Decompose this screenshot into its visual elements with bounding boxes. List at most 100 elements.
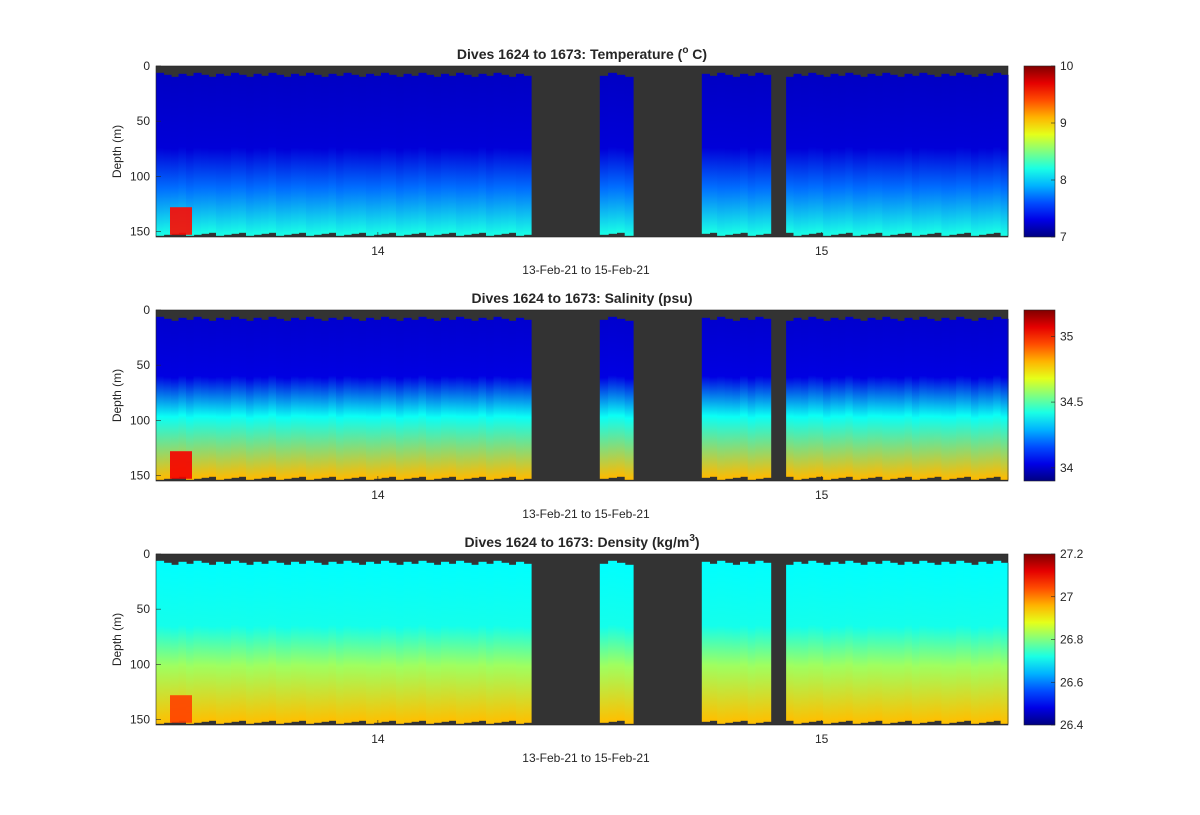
profile-cell	[418, 560, 427, 721]
profile-cell	[253, 317, 262, 479]
profile-cell	[501, 562, 510, 722]
profile-cell	[852, 318, 861, 480]
profile-cell	[845, 72, 854, 233]
profile-cell	[433, 76, 442, 235]
profile-cell	[732, 76, 741, 234]
profile-cell	[882, 316, 891, 480]
colorbar-tick-label: 9	[1060, 116, 1067, 130]
profile-cell	[919, 560, 928, 723]
profile-cell	[624, 76, 634, 236]
profile-cell	[373, 563, 382, 723]
profile-cell	[328, 317, 337, 477]
profile-cell	[396, 76, 405, 236]
profile-cell	[448, 319, 457, 477]
profile-cell	[874, 563, 883, 721]
profile-cell	[911, 319, 920, 480]
profile-cell	[246, 320, 255, 480]
profile-cell	[732, 320, 741, 478]
profile-cell	[253, 561, 262, 723]
profile-cell	[321, 76, 330, 234]
profile-cell	[709, 563, 718, 721]
profile-cell	[463, 562, 472, 723]
profile-cell	[238, 562, 247, 721]
colorbar-tick-label: 34.5	[1060, 395, 1084, 409]
colorbar-tick-label: 35	[1060, 329, 1074, 343]
profile-cell	[411, 563, 420, 722]
y-tick-label: 150	[130, 712, 150, 726]
profile-cell	[193, 560, 202, 723]
profile-cell	[874, 75, 883, 233]
profile-cell	[747, 563, 756, 724]
colorbar-tick-label: 26.6	[1060, 675, 1084, 689]
profile-cell	[186, 75, 195, 236]
y-tick-label: 0	[143, 303, 150, 317]
y-tick-label: 0	[143, 59, 150, 73]
profile-cell	[919, 316, 928, 479]
profile-cell	[897, 320, 906, 478]
profile-cell	[381, 72, 390, 234]
profile-cell	[808, 316, 817, 478]
profile-cell	[493, 560, 502, 723]
profile-cell	[717, 72, 726, 236]
profile-cell	[889, 74, 898, 235]
profile-cell	[291, 73, 300, 234]
colorbar: 34 34.5 35	[1023, 309, 1084, 482]
profile-cell	[747, 75, 756, 236]
profile-cell	[448, 75, 457, 233]
profile-cell	[763, 562, 772, 722]
profile-cell	[178, 561, 187, 721]
profile-cell	[800, 75, 809, 235]
profile-cell	[815, 318, 824, 477]
profile-cell	[608, 72, 617, 234]
x-axis-label: 13-Feb-21 to 15-Feb-21	[522, 263, 650, 277]
profile-cell	[276, 318, 285, 480]
profile-cell	[478, 317, 487, 477]
profile-cell	[823, 76, 832, 236]
profile-cell	[313, 318, 322, 479]
profile-cell	[486, 75, 495, 236]
profile-cell	[223, 319, 232, 479]
profile-cell	[186, 319, 195, 480]
chart-panel-2: 0 50 100 150 14 15 13-Feb-21 to 15-Feb-21 Depth…	[110, 290, 1084, 521]
hotspot-cell	[170, 451, 192, 479]
profile-cell	[396, 564, 405, 724]
profile-cell	[261, 75, 270, 234]
profile-cell	[701, 317, 710, 478]
profile-cell	[911, 563, 920, 724]
y-tick-label: 50	[137, 114, 151, 128]
profile-cell	[343, 560, 352, 723]
profile-cell	[433, 320, 442, 479]
profile-cell	[904, 561, 913, 721]
profile-cell	[388, 74, 397, 233]
y-tick-label: 100	[130, 413, 150, 427]
profile-cell	[1000, 318, 1009, 480]
profile-cell	[709, 75, 718, 233]
profile-cell	[426, 562, 435, 724]
y-axis-label: Depth (m)	[110, 369, 124, 422]
profile-cell	[456, 560, 465, 724]
profile-cell	[403, 317, 412, 479]
profile-cell	[786, 564, 795, 721]
profile-cell	[867, 73, 876, 234]
profile-cell	[163, 74, 172, 235]
colorbar-scale	[1023, 65, 1056, 238]
profile-cell	[238, 318, 247, 477]
colorbar-tick-label: 34	[1060, 461, 1074, 475]
profile-cell	[616, 74, 626, 233]
profile-cell	[193, 316, 202, 479]
profile-cell	[171, 564, 180, 722]
colorbar-tick-label: 7	[1060, 230, 1067, 244]
profile-cell	[336, 75, 345, 236]
profile-cell	[724, 562, 733, 723]
profile-cell	[904, 317, 913, 477]
profile-cell	[456, 316, 465, 480]
profile-cell	[373, 319, 382, 479]
y-tick-label: 100	[130, 169, 150, 183]
profile-cell	[501, 74, 510, 234]
profile-cell	[298, 75, 307, 233]
profile-cell	[860, 320, 869, 479]
profile-cell	[456, 72, 465, 236]
profile-cell	[845, 560, 854, 721]
profile-cell	[381, 316, 390, 478]
profile-cell	[709, 319, 718, 477]
